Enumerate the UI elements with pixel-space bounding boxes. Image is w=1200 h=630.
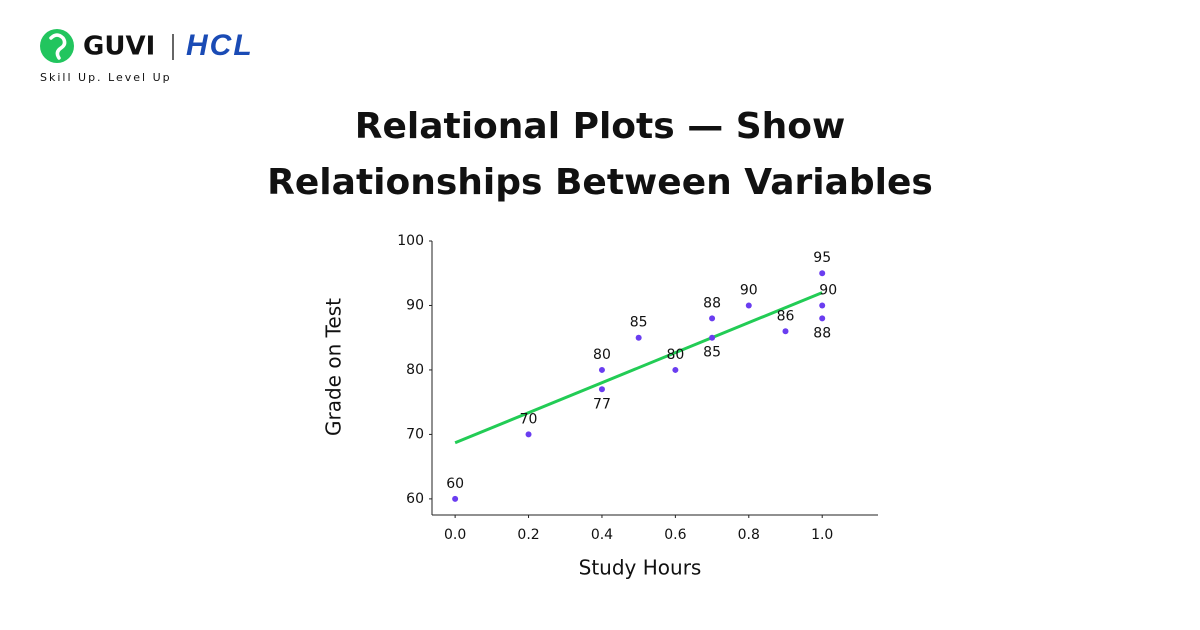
brand: GUVI [83, 32, 155, 62]
point [709, 334, 716, 341]
data-label: 80 [666, 347, 684, 363]
point [598, 386, 605, 393]
x-tick-label: 0.8 [738, 527, 760, 543]
y-tick-label: 80 [406, 362, 424, 378]
data-label: 85 [703, 345, 721, 361]
data-label: 88 [703, 295, 721, 311]
trend-line [454, 291, 823, 445]
logo-icon [40, 29, 74, 63]
y-tick-label: 60 [406, 491, 424, 507]
x-tick-label: 0.2 [517, 527, 539, 543]
data-label: 60 [446, 476, 464, 492]
data-label: 80 [593, 347, 611, 363]
data-label: 85 [630, 315, 648, 331]
y-tick-label: 100 [397, 233, 424, 249]
x-axis-label: Study Hours [579, 556, 702, 580]
data-label: 90 [819, 282, 837, 298]
point [819, 270, 826, 277]
y-tick-label: 70 [406, 426, 424, 442]
data-label: 88 [813, 325, 831, 341]
point [745, 302, 752, 309]
point [819, 315, 826, 322]
partner: HCL [186, 29, 254, 62]
x-tick-label: 0.4 [591, 527, 613, 543]
x-tick-label: 0.6 [664, 527, 686, 543]
logo-glyph [49, 33, 67, 60]
tagline: Skill Up. Level Up [40, 71, 172, 84]
point [452, 495, 459, 502]
data-label: 70 [520, 411, 538, 427]
data-label: 77 [593, 396, 611, 412]
x-tick-label: 1.0 [811, 527, 833, 543]
point [819, 302, 826, 309]
point [598, 366, 605, 373]
y-axis-label: Grade on Test [322, 298, 346, 436]
data-label: 90 [740, 282, 758, 298]
point [525, 431, 532, 438]
data-label: 95 [813, 250, 831, 266]
point [672, 366, 679, 373]
y-tick-label: 90 [406, 297, 424, 313]
logo: GUVI HCL Skill Up. Level Up [40, 29, 254, 84]
data-label: 86 [777, 308, 795, 324]
chart-title: Relational Plots — Show [355, 106, 846, 147]
chart-title: Relationships Between Variables [267, 162, 933, 203]
point [782, 328, 789, 335]
point [635, 334, 642, 341]
point [709, 315, 716, 322]
x-tick-label: 0.0 [444, 527, 466, 543]
